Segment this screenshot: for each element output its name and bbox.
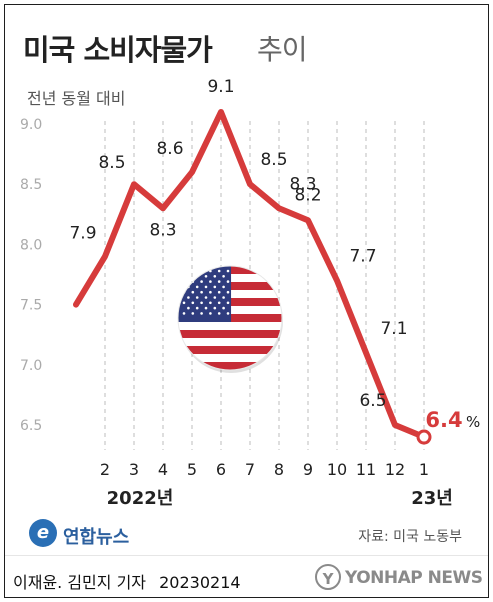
x-tick-label-10: 11 — [356, 460, 376, 479]
y-tick-label-3: 7.5 — [20, 298, 42, 314]
data-label-10: 7.1 — [380, 319, 407, 339]
chart-title: 미국 소비자물가 — [23, 33, 213, 67]
series-line — [73, 108, 427, 441]
x-tick-label-6: 7 — [245, 460, 255, 479]
data-label-8: 8.2 — [294, 185, 321, 205]
x-tick-label-11: 12 — [385, 460, 405, 479]
x-tick-label-5: 6 — [216, 460, 226, 479]
year-label-2023: 23년 — [411, 488, 453, 509]
y-tick-label-1: 8.5 — [20, 177, 42, 193]
x-tick-label-12: 1 — [419, 460, 429, 479]
y-tick-label-4: 7.0 — [20, 358, 42, 374]
y-tick-label-0: 9.0 — [20, 117, 42, 133]
us-flag-rim — [177, 265, 283, 371]
data-label-2: 8.5 — [98, 153, 125, 173]
data-label-4: 8.6 — [156, 139, 183, 159]
data-label-11: 6.5 — [359, 391, 386, 411]
line-chart: 9.08.58.07.57.06.57.98.58.38.69.18.58.38… — [20, 77, 480, 509]
infographic-frame: 미국 소비자물가 추이 전년 동월 대비 9.0 8.5 8.0 7.5 7.0 6.5 7… — [4, 4, 489, 598]
yonhap-logo-text: 연합뉴스 — [63, 527, 130, 548]
us-flag-icon — [178, 266, 282, 370]
data-label-3: 8.3 — [149, 220, 176, 240]
yonhap-watermark-icon: Y — [315, 564, 341, 590]
y-tick-label-2: 8.0 — [20, 237, 42, 253]
x-tick-label-8: 9 — [303, 460, 313, 479]
reporter-credit: 이재윤. 김민지 기자 20230214 — [13, 569, 241, 593]
y-tick-label-5: 6.5 — [20, 418, 42, 434]
data-label-6: 8.5 — [260, 150, 287, 170]
x-tick-label-2: 3 — [129, 460, 139, 479]
publish-date: 20230214 — [159, 573, 241, 592]
data-label-1: 7.9 — [69, 223, 96, 243]
year-label-2022: 2022년 — [107, 488, 174, 509]
x-tick-label-3: 4 — [158, 460, 168, 479]
chart-title-suffix: 추이 — [257, 33, 308, 66]
yonhap-logo: e 연합뉴스 — [29, 517, 149, 551]
x-tick-label-1: 2 — [100, 460, 110, 479]
x-tick-label-4: 5 — [187, 460, 197, 479]
data-label-last: 6.4 — [425, 408, 462, 432]
yonhap-logo-icon: e — [29, 519, 57, 547]
reporter-names: 이재윤. 김민지 기자 — [13, 573, 147, 592]
footer-bar: 이재윤. 김민지 기자 20230214 Y YONHAP NEWS — [5, 555, 488, 597]
data-label-7: 8.3 — [289, 174, 316, 194]
data-label-5: 9.1 — [207, 77, 234, 97]
data-label-unit: % — [466, 413, 480, 431]
yonhap-watermark-text: YONHAP NEWS — [345, 568, 483, 588]
x-tick-label-9: 10 — [327, 460, 347, 479]
source-label: 자료: 미국 노동부 — [358, 529, 462, 545]
x-tick-label-7: 8 — [274, 460, 284, 479]
last-data-point — [416, 429, 432, 445]
chart-subtitle: 전년 동월 대비 — [27, 89, 126, 108]
data-label-9: 7.7 — [349, 247, 376, 267]
